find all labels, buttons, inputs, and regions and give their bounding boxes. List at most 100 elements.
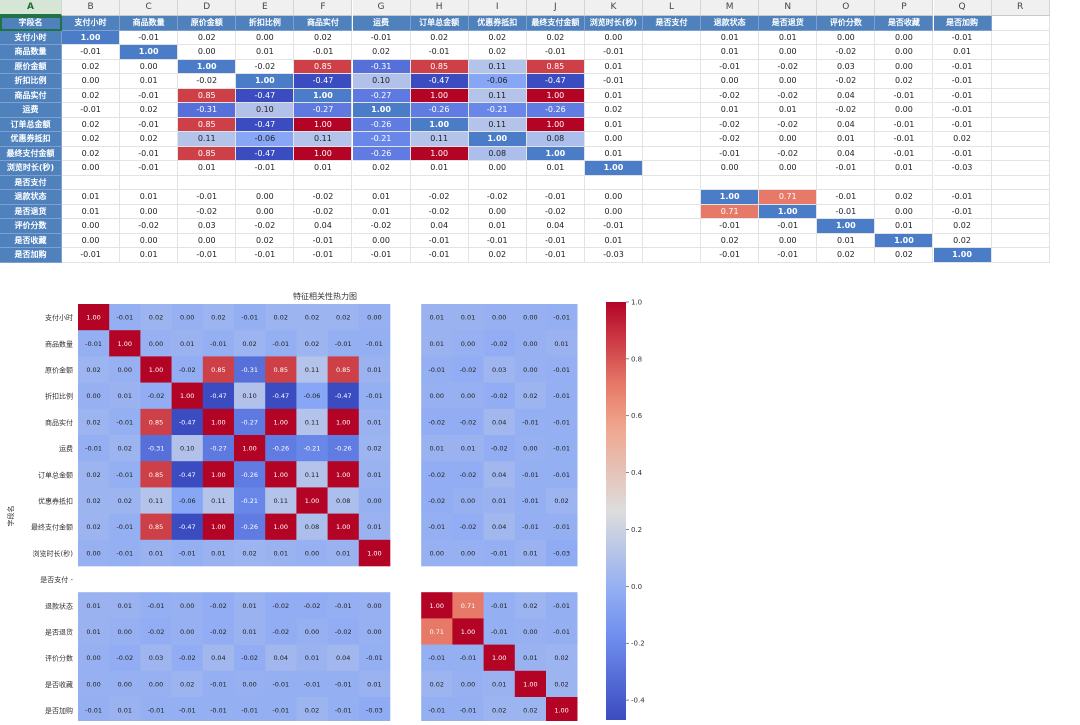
data-cell[interactable]: -0.21 bbox=[352, 132, 411, 147]
data-cell[interactable] bbox=[643, 103, 702, 118]
data-cell[interactable]: -0.26 bbox=[410, 103, 469, 118]
data-cell[interactable]: -0.01 bbox=[294, 248, 353, 263]
column-header-C[interactable]: C bbox=[120, 0, 179, 16]
data-cell[interactable]: -0.01 bbox=[120, 30, 179, 45]
data-cell[interactable]: 0.01 bbox=[120, 190, 179, 205]
data-cell[interactable]: -0.02 bbox=[294, 190, 353, 205]
row-label-cell[interactable]: 是否加购 bbox=[0, 248, 62, 263]
data-cell[interactable] bbox=[643, 161, 702, 176]
data-cell[interactable] bbox=[526, 175, 585, 190]
data-cell[interactable]: 0.00 bbox=[236, 204, 295, 219]
data-cell[interactable]: 0.00 bbox=[701, 74, 760, 89]
row-label-cell[interactable]: 运费 bbox=[0, 103, 62, 118]
data-cell[interactable]: 0.01 bbox=[410, 161, 469, 176]
data-cell[interactable]: 0.01 bbox=[584, 88, 643, 103]
column-header-J[interactable]: J bbox=[526, 0, 585, 16]
data-cell[interactable]: 0.00 bbox=[584, 190, 643, 205]
data-cell[interactable]: -0.47 bbox=[236, 146, 295, 161]
data-cell[interactable]: 0.00 bbox=[875, 30, 934, 45]
column-header-K[interactable]: K bbox=[584, 0, 643, 16]
data-cell[interactable]: 0.02 bbox=[526, 30, 585, 45]
data-cell[interactable]: -0.02 bbox=[120, 219, 179, 234]
data-cell[interactable]: 0.01 bbox=[701, 103, 760, 118]
data-cell[interactable]: -0.31 bbox=[352, 59, 411, 74]
data-cell[interactable] bbox=[178, 175, 237, 190]
data-cell[interactable]: 1.00 bbox=[701, 190, 760, 205]
data-cell[interactable]: 1.00 bbox=[526, 146, 585, 161]
data-cell[interactable]: 0.04 bbox=[294, 219, 353, 234]
data-cell[interactable]: 0.02 bbox=[62, 132, 121, 147]
empty-cell[interactable] bbox=[991, 219, 1050, 234]
data-cell[interactable]: 0.00 bbox=[817, 30, 876, 45]
data-cell[interactable]: -0.01 bbox=[584, 45, 643, 60]
data-cell[interactable]: 0.00 bbox=[236, 30, 295, 45]
data-cell[interactable]: 0.02 bbox=[468, 248, 527, 263]
data-cell[interactable]: -0.01 bbox=[62, 45, 121, 60]
data-cell[interactable]: -0.01 bbox=[294, 233, 353, 248]
data-cell[interactable]: 1.00 bbox=[817, 219, 876, 234]
data-cell[interactable]: 0.01 bbox=[62, 204, 121, 219]
data-cell[interactable]: -0.01 bbox=[526, 45, 585, 60]
row-label-cell[interactable]: 浏览时长(秒) bbox=[0, 161, 62, 176]
data-cell[interactable]: -0.01 bbox=[701, 59, 760, 74]
data-cell[interactable]: 0.00 bbox=[236, 190, 295, 205]
row-label-cell[interactable]: 折扣比例 bbox=[0, 74, 62, 89]
header-cell[interactable]: 运费 bbox=[352, 16, 411, 31]
data-cell[interactable] bbox=[643, 248, 702, 263]
column-header-R[interactable]: R bbox=[991, 0, 1050, 16]
column-header-B[interactable]: B bbox=[62, 0, 121, 16]
data-cell[interactable] bbox=[759, 175, 818, 190]
data-cell[interactable]: -0.01 bbox=[178, 190, 237, 205]
data-cell[interactable]: 0.01 bbox=[817, 132, 876, 147]
data-cell[interactable]: -0.02 bbox=[817, 74, 876, 89]
data-cell[interactable]: 0.00 bbox=[468, 204, 527, 219]
data-cell[interactable]: 1.00 bbox=[759, 204, 818, 219]
column-header-M[interactable]: M bbox=[701, 0, 760, 16]
data-cell[interactable]: -0.02 bbox=[178, 204, 237, 219]
data-cell[interactable]: 0.00 bbox=[178, 45, 237, 60]
header-cell[interactable]: 商品实付 bbox=[294, 16, 353, 31]
data-cell[interactable]: -0.02 bbox=[236, 59, 295, 74]
data-cell[interactable]: -0.01 bbox=[584, 219, 643, 234]
data-cell[interactable]: -0.47 bbox=[526, 74, 585, 89]
data-cell[interactable]: -0.02 bbox=[294, 204, 353, 219]
empty-cell[interactable] bbox=[991, 30, 1050, 45]
data-cell[interactable]: 1.00 bbox=[584, 161, 643, 176]
data-cell[interactable]: 0.00 bbox=[120, 204, 179, 219]
data-cell[interactable]: 0.02 bbox=[62, 59, 121, 74]
data-cell[interactable]: 0.71 bbox=[701, 204, 760, 219]
data-cell[interactable]: 0.02 bbox=[352, 45, 411, 60]
data-cell[interactable]: 0.00 bbox=[759, 74, 818, 89]
data-cell[interactable]: 0.00 bbox=[875, 59, 934, 74]
data-cell[interactable] bbox=[352, 175, 411, 190]
data-cell[interactable] bbox=[584, 175, 643, 190]
header-cell[interactable]: 折扣比例 bbox=[236, 16, 295, 31]
data-cell[interactable]: -0.01 bbox=[933, 117, 992, 132]
header-cell[interactable]: 是否收藏 bbox=[875, 16, 934, 31]
data-cell[interactable]: 0.00 bbox=[62, 219, 121, 234]
data-cell[interactable] bbox=[236, 175, 295, 190]
data-cell[interactable] bbox=[643, 30, 702, 45]
data-cell[interactable]: -0.01 bbox=[62, 248, 121, 263]
data-cell[interactable]: 0.04 bbox=[817, 88, 876, 103]
data-cell[interactable]: 0.00 bbox=[468, 161, 527, 176]
data-cell[interactable]: 0.02 bbox=[62, 88, 121, 103]
data-cell[interactable]: 0.11 bbox=[468, 117, 527, 132]
empty-cell[interactable] bbox=[991, 161, 1050, 176]
data-cell[interactable]: -0.01 bbox=[933, 74, 992, 89]
data-cell[interactable] bbox=[294, 175, 353, 190]
data-cell[interactable]: -0.01 bbox=[62, 103, 121, 118]
data-cell[interactable]: 0.00 bbox=[62, 161, 121, 176]
data-cell[interactable]: -0.01 bbox=[526, 233, 585, 248]
data-cell[interactable]: 0.00 bbox=[875, 103, 934, 118]
column-header-O[interactable]: O bbox=[817, 0, 876, 16]
data-cell[interactable] bbox=[643, 117, 702, 132]
data-cell[interactable]: 0.85 bbox=[294, 59, 353, 74]
data-cell[interactable]: -0.01 bbox=[933, 30, 992, 45]
data-cell[interactable]: 0.01 bbox=[933, 45, 992, 60]
data-cell[interactable]: -0.31 bbox=[178, 103, 237, 118]
data-cell[interactable]: -0.01 bbox=[410, 233, 469, 248]
data-cell[interactable]: 1.00 bbox=[120, 45, 179, 60]
row-label-cell[interactable]: 原价金额 bbox=[0, 59, 62, 74]
row-label-cell[interactable]: 退款状态 bbox=[0, 190, 62, 205]
